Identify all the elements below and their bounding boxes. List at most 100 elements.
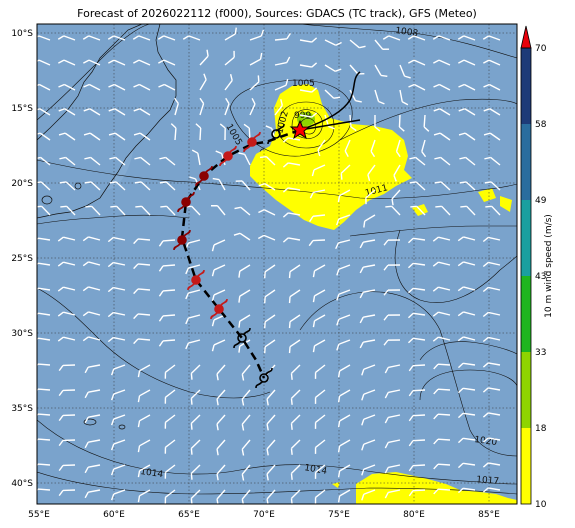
wind-barb-icon [457, 236, 476, 242]
wind-barb-icon [370, 139, 376, 158]
wind-barb-icon [108, 83, 126, 91]
wind-barb-icon [219, 123, 226, 141]
wind-barb-icon [158, 59, 176, 66]
cyclone-past-track [299, 71, 361, 131]
wind-barbs [37, 27, 501, 504]
wind-barb-icon [432, 311, 451, 317]
wind-speed-patch-east2 [478, 188, 496, 202]
wind-barb-icon [408, 489, 426, 497]
wind-barb-icon [164, 439, 176, 454]
cyclone-current-star-icon [289, 119, 311, 140]
wind-barb-icon [314, 414, 326, 429]
wind-barb-icon [82, 286, 101, 292]
colorbar-tick: 18 [535, 424, 547, 434]
wind-barb-icon [408, 439, 426, 447]
wind-barb-icon [408, 83, 426, 91]
wind-barb-icon [37, 205, 51, 216]
wind-barb-icon [107, 336, 126, 343]
isobar-1008 [299, 24, 517, 59]
wind-barb-icon [110, 205, 126, 216]
cyclone-forecast-icon [173, 229, 191, 251]
wind-barb-icon [337, 189, 351, 203]
wind-barb-icon [110, 464, 126, 476]
wind-barb-icon [110, 414, 126, 426]
wind-barb-icon [324, 89, 341, 99]
plot-frame [36, 23, 518, 505]
wind-barb-icon [59, 181, 76, 191]
map-title: Forecast of 2026022112 (f000), Sources: … [77, 7, 477, 20]
wind-barb-icon [457, 261, 476, 267]
wind-barb-icon [423, 114, 430, 132]
isobar-1014-east [239, 464, 517, 485]
lat-tick: 40°S [11, 479, 33, 489]
colorbar-tick: 43 [535, 272, 546, 282]
wind-barb-icon [282, 137, 301, 143]
wind-barb-icon [290, 389, 301, 405]
wind-barb-icon [170, 123, 177, 141]
wind-barb-icon [383, 264, 401, 271]
wind-barb-icon [457, 487, 476, 494]
lon-tick: 55°E [28, 510, 50, 520]
wind-barb-icon [383, 314, 401, 321]
wind-barb-icon [133, 263, 151, 270]
wind-barb-icon [433, 132, 451, 141]
wind-barb-icon [57, 311, 76, 317]
isobar-1020 [299, 291, 517, 457]
wind-barb-icon [132, 35, 151, 41]
wind-barb-icon [59, 156, 76, 166]
wind-barb-icon [485, 205, 501, 216]
wind-barb-icon [109, 156, 126, 166]
cyclone-forecast-icon [187, 269, 205, 291]
wind-barb-icon [433, 463, 451, 470]
wind-barb-icon [158, 239, 176, 247]
wind-barb-icon [58, 108, 76, 116]
wind-barb-icon [290, 439, 301, 455]
wind-barb-icon [185, 264, 201, 275]
wind-barb-icon [311, 164, 326, 177]
wind-barb-icon [216, 439, 226, 456]
wind-barb-icon [57, 236, 76, 242]
lat-tick: 25°S [11, 254, 33, 264]
wind-barb-icon [383, 339, 401, 346]
wind-barb-icon [374, 64, 388, 78]
colorbar-tick: 58 [535, 120, 547, 130]
wind-barb-icon [83, 132, 101, 141]
isobar-1005 [229, 79, 353, 157]
wind-barb-icon [407, 237, 426, 244]
wind-barb-icon [337, 464, 351, 478]
wind-barb-icon [58, 414, 76, 422]
wind-barb-icon [336, 289, 351, 301]
wind-barb-icon [374, 39, 390, 50]
wind-barb-icon [137, 414, 151, 428]
wind-barb-icon [266, 439, 276, 456]
isobar-label: 1017 [476, 475, 500, 487]
wind-barb-icon [433, 388, 451, 395]
wind-barb-icon [241, 439, 251, 456]
wind-barb-icon [308, 239, 326, 247]
wind-barb-icon [211, 264, 226, 277]
wind-barb-icon [458, 59, 476, 66]
wind-barb-icon [258, 182, 276, 191]
wind-barb-icon [359, 264, 376, 274]
wind-barb-icon [282, 237, 301, 243]
wind-barb-icon [385, 205, 401, 216]
isobar-label: 1014 [140, 467, 164, 480]
wind-barb-icon [58, 464, 76, 472]
wind-barb-icon [137, 364, 151, 378]
wind-barb-icon [211, 205, 226, 216]
wind-barb-icon [164, 364, 176, 379]
wind-barb-icon [324, 64, 342, 72]
wind-barb-icon [312, 339, 326, 353]
wind-barb-icon [367, 164, 376, 182]
wind-barb-icon [82, 311, 101, 317]
madagascar-coastline [37, 24, 177, 219]
wind-barb-icon [458, 132, 476, 141]
wind-barb-icon [110, 364, 126, 376]
wind-barb-icon [238, 152, 251, 166]
isobar-mid2 [37, 214, 190, 225]
wind-barb-icon [384, 464, 401, 474]
wind-barb-icon [216, 364, 226, 381]
wind-barb-icon [457, 437, 476, 444]
wind-barb-icon [241, 489, 251, 504]
